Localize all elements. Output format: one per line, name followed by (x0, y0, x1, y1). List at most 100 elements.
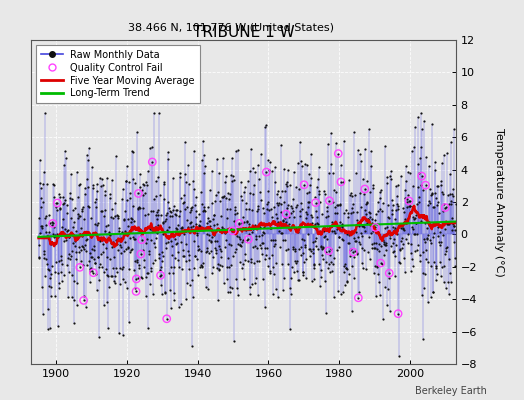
Point (163, 226, 171, 233)
Point (170, 211, 179, 217)
Point (412, 220, 421, 226)
Point (273, 191, 281, 198)
Point (61, 225, 69, 232)
Point (38, 284, 46, 290)
Point (401, 269, 409, 275)
Point (418, 187, 427, 193)
Point (302, 209, 311, 215)
Point (412, 220, 420, 227)
Point (307, 212, 315, 218)
Point (97, 250, 105, 257)
Point (211, 245, 219, 251)
Point (401, 186, 410, 193)
Point (394, 310, 402, 317)
Point (221, 244, 230, 250)
Point (204, 232, 213, 238)
Point (293, 226, 302, 233)
Point (62, 202, 71, 208)
Point (351, 238, 359, 244)
Point (67, 171, 75, 177)
Point (260, 124, 269, 130)
Point (451, 255, 459, 261)
Point (120, 217, 128, 223)
Point (442, 247, 450, 254)
Point (43, 326, 52, 332)
Text: 38.466 N, 101.776 W (United States): 38.466 N, 101.776 W (United States) (127, 22, 334, 32)
Point (172, 206, 181, 213)
Point (50, 234, 58, 240)
Point (51, 293, 59, 300)
Point (321, 214, 330, 220)
Point (102, 266, 111, 272)
Point (90, 243, 99, 249)
Point (205, 250, 213, 256)
Point (115, 224, 123, 231)
Point (113, 269, 121, 275)
Point (407, 250, 415, 256)
Point (219, 194, 227, 200)
Point (329, 199, 337, 205)
Point (89, 185, 97, 191)
Point (86, 250, 94, 256)
Point (183, 280, 192, 287)
Point (114, 215, 122, 222)
Point (126, 235, 135, 241)
Point (106, 273, 115, 280)
Point (322, 259, 330, 265)
Point (55, 285, 63, 291)
Point (232, 232, 241, 239)
Point (154, 222, 162, 228)
Point (173, 257, 182, 263)
Point (436, 242, 444, 248)
Point (416, 252, 424, 258)
Point (321, 233, 329, 239)
Point (264, 199, 272, 205)
Point (92, 286, 101, 293)
Point (106, 194, 114, 201)
Point (395, 352, 403, 359)
Point (146, 226, 154, 232)
Point (67, 196, 75, 203)
Point (96, 236, 104, 243)
Point (325, 261, 333, 267)
Point (226, 242, 235, 248)
Point (148, 226, 156, 233)
Point (397, 237, 405, 244)
Point (372, 240, 380, 246)
Point (263, 205, 271, 212)
Point (136, 226, 144, 233)
Point (419, 336, 428, 342)
Point (274, 294, 282, 300)
Point (283, 205, 291, 211)
Point (247, 259, 256, 265)
Point (45, 228, 53, 235)
Point (144, 325, 152, 331)
Point (49, 224, 58, 230)
Point (137, 274, 146, 280)
Point (290, 268, 298, 275)
Point (213, 221, 221, 228)
Point (287, 209, 296, 216)
Point (206, 222, 214, 229)
Point (381, 242, 389, 248)
Point (445, 221, 454, 227)
Point (444, 192, 452, 198)
Point (132, 288, 140, 295)
Point (237, 193, 245, 199)
Point (139, 181, 147, 187)
Point (121, 239, 129, 246)
Point (248, 226, 257, 232)
Point (430, 230, 438, 236)
Point (377, 187, 385, 194)
Point (301, 244, 309, 250)
Point (300, 242, 309, 248)
Point (175, 232, 183, 238)
Point (196, 264, 204, 271)
Point (198, 264, 206, 270)
Point (74, 210, 82, 217)
Point (421, 182, 430, 188)
Point (124, 244, 132, 250)
Point (305, 246, 313, 252)
Point (85, 279, 94, 285)
Point (49, 230, 58, 237)
